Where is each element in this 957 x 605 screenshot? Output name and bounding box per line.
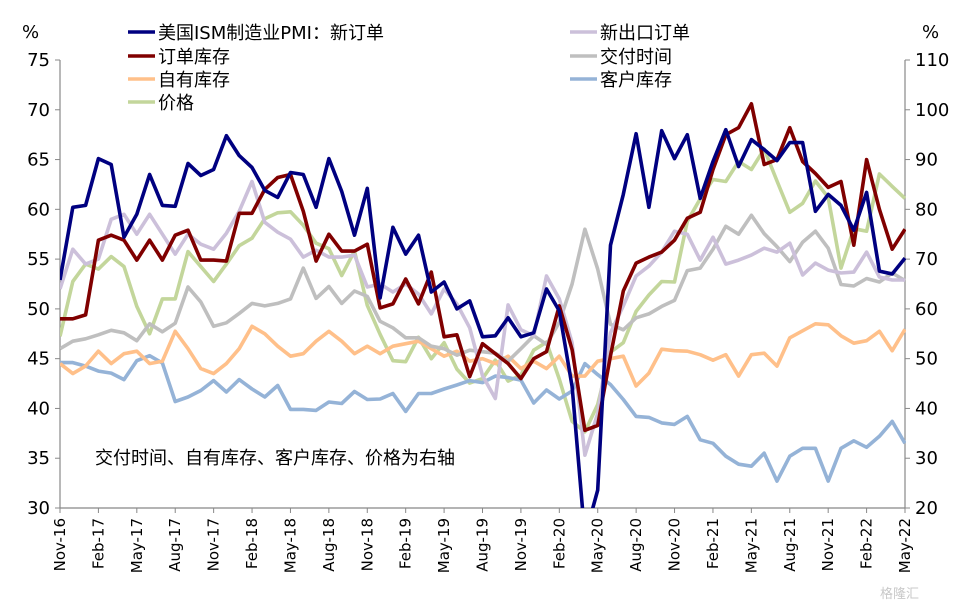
x-tick-label: Aug-20 (627, 518, 645, 572)
legend-label: 自有库存 (158, 70, 230, 91)
series-line-4 (60, 321, 906, 388)
x-tick-label: May-22 (896, 518, 914, 573)
x-tick-label: May-21 (742, 518, 760, 573)
left-tick-label: 45 (27, 349, 50, 370)
x-tick-label: Aug-17 (166, 518, 184, 572)
axis-annotation: 交付时间、自有库存、客户库存、价格为右轴 (95, 448, 455, 469)
x-tick-label: May-18 (281, 518, 299, 573)
x-tick-label: Feb-18 (243, 518, 261, 569)
x-tick-label: Feb-17 (89, 518, 107, 569)
right-tick-label: 70 (915, 249, 938, 270)
legend-label: 美国ISM制造业PMI：新订单 (158, 23, 384, 44)
x-tick-label: Nov-17 (205, 518, 223, 571)
legend-label: 新出口订单 (600, 23, 690, 44)
x-tick-label: Feb-22 (858, 518, 876, 569)
series-line-0 (60, 127, 906, 508)
right-tick-label: 60 (915, 299, 938, 320)
right-tick-label: 20 (915, 498, 938, 519)
right-tick-label: 100 (915, 100, 949, 121)
left-tick-label: 60 (27, 199, 50, 220)
legend-label: 客户库存 (600, 70, 672, 91)
right-tick-label: 90 (915, 150, 938, 171)
left-tick-label: 75 (27, 50, 50, 71)
left-axis-unit: % (22, 22, 39, 43)
right-tick-label: 40 (915, 398, 938, 419)
x-tick-label: Nov-16 (51, 518, 69, 571)
series-lines (60, 102, 906, 508)
left-tick-label: 35 (27, 448, 50, 469)
left-tick-label: 65 (27, 150, 50, 171)
x-tick-label: Aug-18 (320, 518, 338, 572)
legend-label: 订单库存 (158, 47, 230, 68)
x-tick-label: Aug-19 (474, 518, 492, 572)
watermark-logo: 格隆汇 (880, 586, 919, 602)
series-line-2 (60, 102, 906, 433)
x-tick-label: Nov-20 (666, 518, 684, 571)
x-tick-label: Feb-19 (397, 518, 415, 569)
x-tick-label: Feb-21 (704, 518, 722, 569)
left-tick-label: 40 (27, 398, 50, 419)
right-tick-label: 110 (915, 50, 949, 71)
axes: 30 35 40 45 50 55 60 65 70 75 20 30 40 50 60 70 80 90 100 1… (27, 50, 949, 573)
series-line-3 (60, 213, 906, 364)
x-tick-label: May-20 (589, 518, 607, 573)
right-tick-label: 30 (915, 448, 938, 469)
x-tick-label: Nov-21 (819, 518, 837, 571)
legend-label: 价格 (158, 93, 194, 114)
series-line-5 (60, 353, 906, 483)
legend-label: 交付时间 (600, 47, 672, 68)
x-tick-label: Nov-18 (358, 518, 376, 571)
x-tick-label: Nov-19 (512, 518, 530, 571)
left-tick-label: 50 (27, 299, 50, 320)
left-tick-label: 55 (27, 249, 50, 270)
left-tick-label: 70 (27, 100, 50, 121)
x-tick-label: Feb-20 (550, 518, 568, 569)
right-tick-label: 80 (915, 199, 938, 220)
x-tick-label: Aug-21 (781, 518, 799, 572)
x-tick-label: May-17 (128, 518, 146, 573)
series-line-1 (60, 179, 905, 458)
right-tick-label: 50 (915, 349, 938, 370)
left-tick-label: 30 (27, 498, 50, 519)
right-axis-unit: % (922, 22, 939, 43)
x-tick-label: May-19 (435, 518, 453, 573)
